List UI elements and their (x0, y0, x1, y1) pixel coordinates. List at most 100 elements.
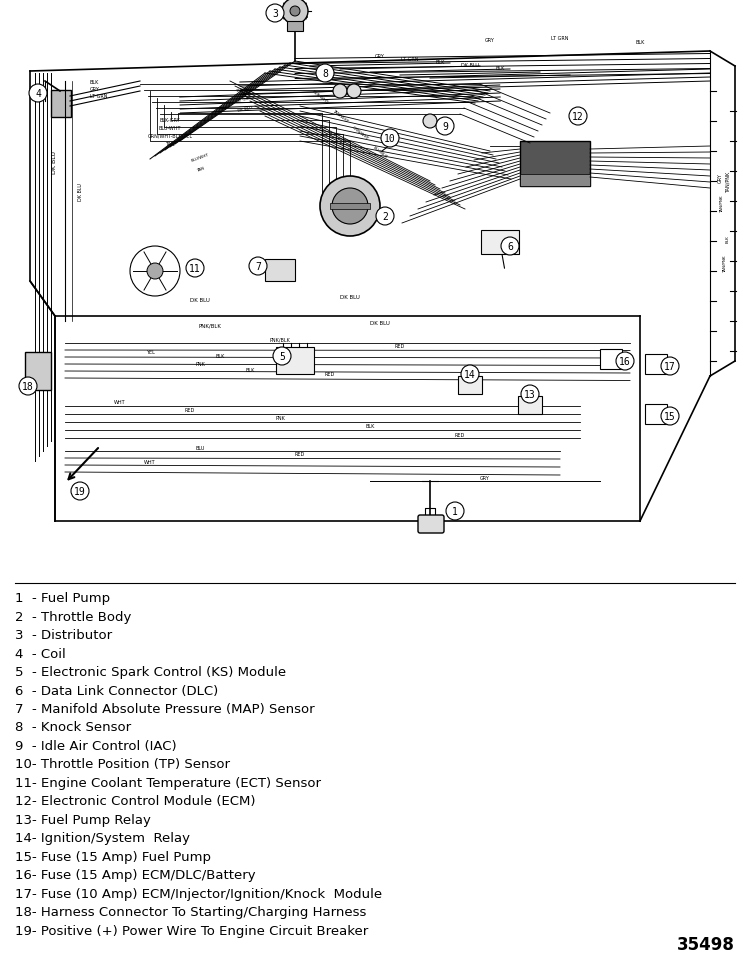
Text: TAN/PNK: TAN/PNK (720, 195, 724, 212)
Circle shape (423, 115, 437, 129)
Circle shape (273, 348, 291, 365)
Circle shape (446, 503, 464, 521)
Text: 1: 1 (452, 506, 458, 516)
Text: 15: 15 (664, 411, 676, 422)
Text: YEL: YEL (146, 350, 154, 355)
Bar (330, 204, 370, 209)
Text: 2  - Throttle Body: 2 - Throttle Body (15, 610, 131, 623)
Text: PNK/BLK: PNK/BLK (269, 337, 290, 343)
Text: 15- Fuse (15 Amp) Fuel Pump: 15- Fuse (15 Amp) Fuel Pump (15, 850, 211, 863)
Text: 10- Throttle Position (TP) Sensor: 10- Throttle Position (TP) Sensor (15, 757, 230, 771)
Circle shape (249, 258, 267, 276)
Text: 3: 3 (272, 9, 278, 19)
Text: BLU/BLK: BLU/BLK (372, 145, 388, 159)
Text: BLU-WHT: BLU-WHT (159, 126, 182, 131)
Bar (265, 259, 295, 282)
Text: LT GRN: LT GRN (238, 96, 253, 103)
Circle shape (661, 357, 679, 376)
Circle shape (461, 365, 479, 383)
Circle shape (521, 385, 539, 404)
Text: 5: 5 (279, 352, 285, 361)
Text: TAN/WHT: TAN/WHT (332, 108, 349, 123)
Text: 6  - Data Link Connector (DLC): 6 - Data Link Connector (DLC) (15, 684, 218, 697)
Text: DK BLU: DK BLU (190, 298, 210, 303)
Text: 8  - Knock Sensor: 8 - Knock Sensor (15, 721, 131, 734)
Text: DK BLU: DK BLU (237, 106, 253, 112)
Text: BLK: BLK (90, 80, 99, 85)
Text: DK BLU: DK BLU (53, 150, 58, 173)
Text: LT GRN: LT GRN (401, 57, 418, 62)
Text: 12- Electronic Control Module (ECM): 12- Electronic Control Module (ECM) (15, 795, 256, 807)
Text: BLK-GRY: BLK-GRY (236, 86, 254, 93)
Text: BLK-GRY: BLK-GRY (160, 118, 180, 123)
Text: LT GRN: LT GRN (551, 36, 568, 41)
Text: 13- Fuel Pump Relay: 13- Fuel Pump Relay (15, 813, 151, 826)
Text: 1  - Fuel Pump: 1 - Fuel Pump (15, 591, 110, 604)
Text: BLK: BLK (365, 424, 375, 429)
Text: 3  - Distributor: 3 - Distributor (15, 628, 112, 641)
Text: 8: 8 (322, 69, 328, 79)
Text: 7: 7 (255, 261, 261, 272)
Circle shape (290, 7, 300, 17)
Text: 6: 6 (507, 242, 513, 252)
Text: 16- Fuse (15 Amp) ECM/DLC/Battery: 16- Fuse (15 Amp) ECM/DLC/Battery (15, 869, 256, 881)
Text: GRY: GRY (485, 38, 495, 43)
Text: 17: 17 (664, 361, 676, 372)
Circle shape (616, 353, 634, 371)
Bar (520, 175, 590, 186)
Text: GRY: GRY (90, 86, 100, 92)
Circle shape (436, 118, 454, 136)
Text: 18: 18 (22, 382, 34, 391)
Circle shape (332, 188, 368, 225)
Bar (520, 142, 590, 186)
Text: GRN/WHT-BLK/YEL: GRN/WHT-BLK/YEL (148, 134, 193, 138)
Text: GRN/WHT: GRN/WHT (351, 125, 369, 141)
Text: WHT: WHT (114, 400, 126, 405)
Circle shape (333, 85, 347, 99)
Text: RED: RED (184, 407, 195, 412)
Text: 7  - Manifold Absolute Pressure (MAP) Sensor: 7 - Manifold Absolute Pressure (MAP) Sen… (15, 702, 315, 715)
Text: BLK: BLK (726, 235, 730, 243)
Text: PNK: PNK (195, 361, 205, 366)
Circle shape (381, 130, 399, 148)
Text: BLU/WHT: BLU/WHT (190, 153, 209, 162)
Text: PUR/WHT: PUR/WHT (311, 89, 328, 105)
Text: 9: 9 (442, 122, 448, 132)
Text: RED: RED (454, 432, 465, 437)
Circle shape (147, 263, 163, 280)
Text: 16: 16 (620, 357, 631, 366)
Circle shape (316, 65, 334, 83)
FancyBboxPatch shape (481, 231, 519, 255)
Text: GRY: GRY (480, 476, 490, 480)
FancyBboxPatch shape (276, 348, 314, 375)
Text: BLK: BLK (635, 40, 645, 45)
Text: PNK/BLK: PNK/BLK (199, 323, 221, 328)
Text: 11- Engine Coolant Temperature (ECT) Sensor: 11- Engine Coolant Temperature (ECT) Sen… (15, 776, 321, 789)
Circle shape (29, 85, 47, 103)
Text: BLK: BLK (245, 368, 255, 373)
Circle shape (71, 482, 89, 501)
Text: GRY: GRY (375, 54, 385, 59)
FancyBboxPatch shape (418, 515, 444, 533)
Text: 19- Positive (+) Power Wire To Engine Circuit Breaker: 19- Positive (+) Power Wire To Engine Ci… (15, 924, 368, 937)
Text: 17- Fuse (10 Amp) ECM/Injector/Ignition/Knock  Module: 17- Fuse (10 Amp) ECM/Injector/Ignition/… (15, 887, 382, 900)
Text: 4: 4 (35, 89, 41, 99)
Circle shape (569, 108, 587, 126)
Text: RED: RED (295, 452, 305, 456)
Text: PNK: PNK (275, 415, 285, 421)
Bar (458, 377, 482, 395)
Text: TAN/PNK: TAN/PNK (723, 256, 727, 273)
Text: TAN: TAN (165, 142, 175, 147)
Text: BLK: BLK (215, 354, 225, 358)
Text: DK BLU: DK BLU (78, 183, 83, 201)
Text: 5  - Electronic Spark Control (KS) Module: 5 - Electronic Spark Control (KS) Module (15, 665, 286, 678)
Text: GRY: GRY (718, 173, 722, 183)
Bar (645, 355, 667, 375)
Circle shape (186, 259, 204, 278)
Text: RED: RED (325, 372, 335, 377)
Text: BLK: BLK (435, 60, 445, 65)
Text: TAN/PNK: TAN/PNK (725, 172, 730, 193)
Text: WHT: WHT (144, 459, 156, 464)
Circle shape (320, 177, 380, 236)
Circle shape (661, 407, 679, 426)
